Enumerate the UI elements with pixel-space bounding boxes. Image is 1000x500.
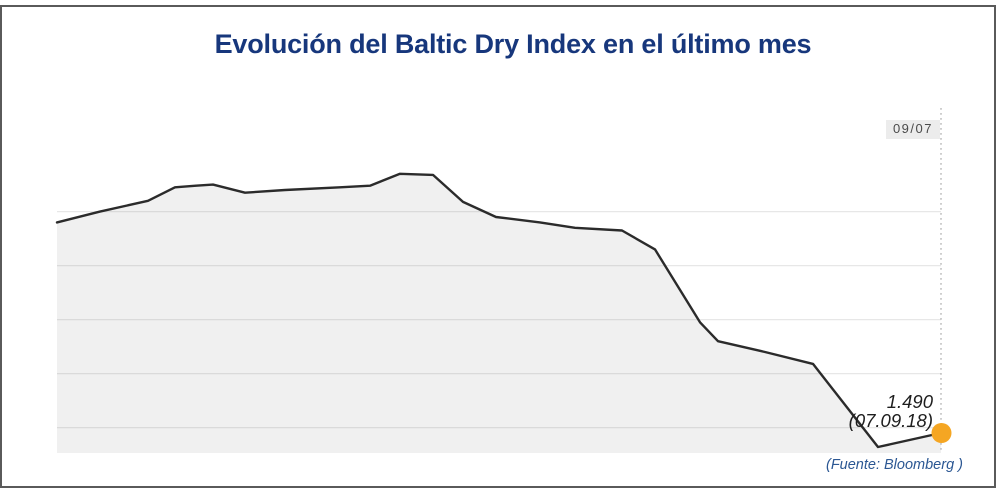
endpoint-date-label: (07.09.18)	[848, 410, 933, 431]
chart-frame	[0, 5, 996, 488]
endpoint-value-label: 1.490	[886, 391, 933, 412]
chart-title: Evolución del Baltic Dry Index en el últ…	[214, 29, 812, 59]
source-label: (Fuente: Bloomberg )	[825, 457, 963, 473]
endpoint-marker-dot	[931, 423, 952, 443]
endpoint-annotation: 1.490 (07.09.18)	[849, 392, 933, 430]
cursor-date-badge: 09/07	[885, 120, 940, 139]
